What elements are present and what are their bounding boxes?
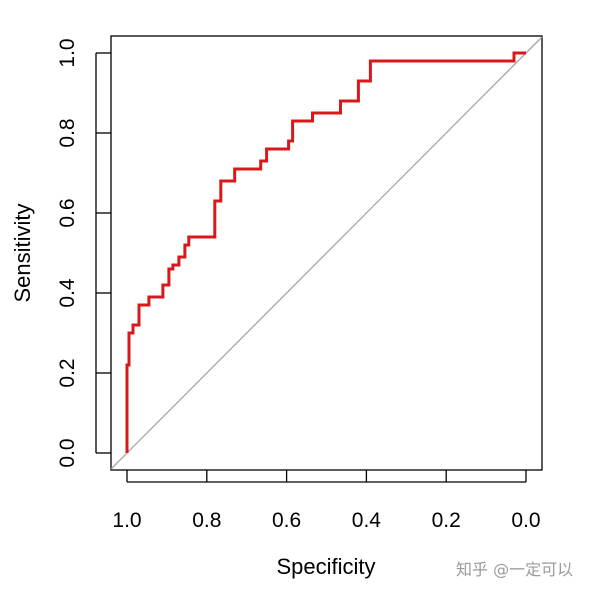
x-tick-label: 0.0 [511, 509, 540, 532]
x-tick-label: 0.6 [272, 509, 301, 532]
plot-frame [110, 35, 543, 471]
y-tick-label: 0.4 [56, 278, 79, 308]
y-tick-label: 1.0 [56, 38, 79, 67]
y-axis: 0.0 0.2 0.4 0.6 0.8 1.0 [56, 38, 111, 468]
x-tick-label: 0.2 [432, 509, 461, 532]
chance-diagonal [110, 36, 543, 470]
x-tick-label: 0.8 [192, 509, 221, 532]
y-tick-label: 0.0 [56, 438, 79, 467]
x-axis-title: Specificity [276, 554, 375, 579]
x-axis: 1.0 0.8 0.6 0.4 0.2 0.0 [112, 470, 541, 532]
y-tick-label: 0.6 [56, 198, 79, 227]
y-tick-label: 0.2 [56, 358, 79, 387]
watermark: 知乎 @一定可以 [456, 560, 574, 579]
y-tick-label: 0.8 [56, 118, 79, 147]
roc-curve-line [125, 51, 526, 453]
x-tick-label: 1.0 [112, 509, 141, 532]
x-tick-label: 0.4 [352, 509, 382, 532]
y-axis-title: Sensitivity [10, 203, 35, 302]
